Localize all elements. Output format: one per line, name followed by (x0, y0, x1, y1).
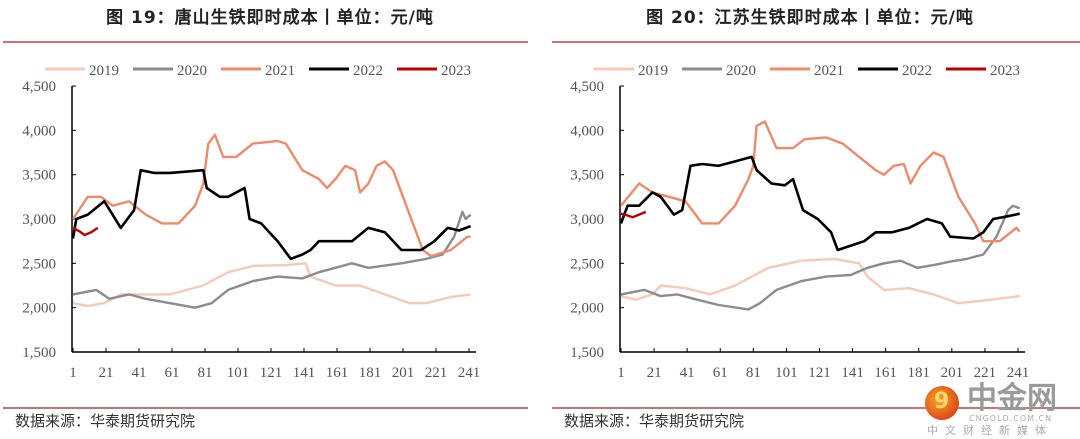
series-line-2019 (72, 262, 471, 308)
x-tick-label: 121 (808, 365, 831, 381)
legend-label-2021: 2021 (265, 63, 295, 79)
y-tick-label: 4,500 (22, 79, 56, 95)
series-line-2022 (619, 155, 1020, 252)
y-tick-label: 4,000 (570, 123, 604, 139)
chart-panel-tangshan: 图 19：唐山生铁即时成本丨单位：元/吨 1,500 2,000 2,500 3,00… (3, 8, 528, 430)
series-line-2020 (620, 204, 1021, 311)
legend-label-2020: 2020 (177, 63, 207, 79)
legend-label-2020: 2020 (726, 63, 756, 79)
series-line-2020 (72, 210, 472, 309)
watermark-name: 中金网 (967, 381, 1057, 416)
y-tick-label: 3,500 (22, 168, 56, 184)
x-tick-label: 61 (713, 365, 728, 381)
x-tick-label: 141 (841, 365, 864, 381)
y-tick-label: 1,500 (22, 345, 56, 361)
x-tick-label: 241 (1007, 365, 1030, 381)
series-line-2023 (620, 210, 647, 219)
x-tick-label: 81 (746, 365, 761, 381)
x-tick-label: 1 (69, 365, 77, 381)
y-tick-label: 4,000 (22, 123, 56, 139)
legend-label-2023: 2023 (990, 63, 1020, 79)
legend-label-2021: 2021 (814, 63, 844, 79)
x-tick-label: 121 (260, 365, 283, 381)
y-tick-label: 3,500 (570, 168, 604, 184)
x-tick-label: 221 (425, 365, 448, 381)
series-line-2019 (620, 257, 1020, 305)
source-note: 数据来源：华泰期货研究院 (15, 412, 196, 430)
x-tick-label: 101 (227, 365, 250, 381)
x-tick-label: 21 (647, 365, 662, 381)
y-tick-label: 4,500 (570, 79, 604, 95)
legend-label-2022: 2022 (902, 63, 932, 79)
x-tick-label: 241 (458, 365, 481, 381)
chart-title: 图 19：唐山生铁即时成本丨单位：元/吨 (106, 8, 434, 28)
x-tick-label: 101 (775, 365, 798, 381)
chart-panel-jiangsu: 图 20：江苏生铁即时成本丨单位：元/吨 1,500 2,000 2,500 3,00… (540, 0, 1080, 439)
x-tick-label: 1 (617, 365, 625, 381)
watermark-url: CNGOLD.COM.CN (969, 414, 1053, 423)
y-tick-label: 2,500 (570, 256, 604, 272)
x-tick-label: 161 (326, 365, 349, 381)
title-divider (552, 41, 1080, 43)
legend-label-2022: 2022 (353, 63, 383, 79)
legend-label-2019: 2019 (638, 63, 668, 79)
y-tick-label: 2,000 (22, 301, 56, 317)
x-tick-label: 41 (132, 365, 147, 381)
y-tick-label: 3,000 (570, 212, 604, 228)
series-line-2021 (620, 120, 1021, 243)
y-tick-label: 3,000 (22, 212, 56, 228)
y-tick-label: 1,500 (570, 345, 604, 361)
x-tick-label: 81 (198, 365, 213, 381)
source-divider (3, 407, 528, 409)
title-divider (3, 41, 528, 43)
x-tick-label: 221 (974, 365, 997, 381)
y-tick-label: 2,500 (22, 256, 56, 272)
x-tick-label: 41 (680, 365, 695, 381)
x-tick-label: 21 (99, 365, 114, 381)
y-tick-label: 2,000 (570, 301, 604, 317)
x-tick-label: 201 (941, 365, 964, 381)
chart-title: 图 20：江苏生铁即时成本丨单位：元/吨 (646, 8, 974, 28)
legend-label-2023: 2023 (441, 63, 471, 79)
x-tick-label: 141 (293, 365, 316, 381)
x-tick-label: 161 (874, 365, 897, 381)
watermark: 9 中金网 CNGOLD.COM.CN 中文财经新媒体 (925, 384, 1080, 439)
series-line-2021 (72, 133, 471, 258)
series-line-2022 (71, 168, 472, 261)
watermark-logo-icon: 9 (925, 386, 959, 420)
x-tick-label: 61 (165, 365, 180, 381)
x-tick-label: 181 (359, 365, 382, 381)
source-note: 数据来源：华泰期货研究院 (564, 412, 745, 430)
watermark-subtitle: 中文财经新媒体 (927, 424, 1053, 437)
source-divider (552, 407, 1080, 409)
legend-label-2019: 2019 (89, 63, 119, 79)
series-line-2023 (72, 226, 99, 237)
x-tick-label: 201 (392, 365, 415, 381)
x-tick-label: 181 (908, 365, 931, 381)
